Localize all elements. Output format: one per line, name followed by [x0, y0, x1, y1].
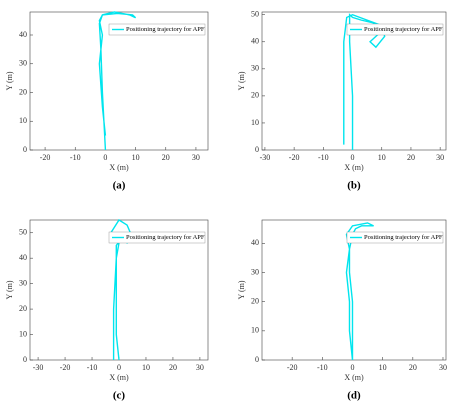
y-tick-label: 30 [19, 278, 27, 287]
y-tick-label: 0 [23, 145, 27, 154]
legend-label: Positioning trajectory for APF [364, 234, 443, 241]
y-tick-label: 10 [19, 116, 27, 125]
x-tick-label: 20 [409, 363, 417, 372]
y-tick-label: 40 [251, 238, 259, 247]
y-axis-label: Y (m) [5, 71, 14, 90]
x-tick-label: 30 [439, 363, 447, 372]
x-tick-label: -20 [40, 153, 51, 162]
x-tick-label: -20 [287, 363, 298, 372]
x-tick-label: -10 [318, 153, 329, 162]
y-tick-label: 10 [251, 118, 259, 127]
panel-caption: (c) [113, 390, 126, 402]
y-tick-label: 40 [19, 30, 27, 39]
panel-caption: (d) [347, 390, 361, 402]
x-axis-label: X (m) [109, 373, 129, 382]
y-tick-label: 50 [251, 10, 259, 19]
x-tick-label: -30 [33, 363, 44, 372]
x-tick-label: 30 [436, 153, 444, 162]
y-tick-label: 10 [251, 326, 259, 335]
plot-area [261, 219, 447, 361]
x-tick-label: -10 [317, 363, 328, 372]
trajectory [343, 13, 386, 150]
x-tick-label: 0 [350, 363, 354, 372]
y-tick-label: 0 [255, 145, 259, 154]
y-tick-label: 20 [251, 296, 259, 305]
x-tick-label: -20 [60, 363, 71, 372]
legend-label: Positioning trajectory for APF [364, 26, 443, 33]
y-tick-label: 40 [19, 253, 27, 262]
x-tick-label: -10 [87, 363, 98, 372]
legend-box [108, 23, 206, 36]
y-tick-label: 50 [19, 228, 27, 237]
trajectory [98, 11, 137, 151]
panel-caption: (a) [113, 180, 126, 192]
x-tick-label: 10 [379, 363, 387, 372]
x-tick-label: -30 [260, 153, 271, 162]
y-tick-label: 30 [19, 59, 27, 68]
y-tick-label: 40 [251, 37, 259, 46]
x-tick-label: 0 [351, 153, 355, 162]
legend-box [346, 23, 444, 36]
y-tick-label: 20 [19, 87, 27, 96]
x-tick-label: 10 [378, 153, 386, 162]
x-tick-label: 20 [407, 153, 415, 162]
y-axis-label: Y (m) [237, 71, 246, 90]
y-axis-label: Y (m) [237, 280, 246, 299]
x-tick-label: 10 [132, 153, 140, 162]
y-tick-label: 20 [251, 91, 259, 100]
legend-label: Positioning trajectory for APF [126, 234, 205, 241]
y-tick-label: 30 [251, 267, 259, 276]
x-tick-label: 0 [103, 153, 107, 162]
y-tick-label: 30 [251, 64, 259, 73]
x-tick-label: 10 [142, 363, 150, 372]
panel-caption: (b) [347, 180, 361, 192]
y-tick-label: 0 [23, 355, 27, 364]
y-tick-label: 10 [19, 329, 27, 338]
x-tick-label: -10 [70, 153, 81, 162]
x-tick-label: 20 [162, 153, 170, 162]
x-tick-label: 0 [117, 363, 121, 372]
legend-box [346, 231, 444, 244]
y-axis-label: Y (m) [5, 280, 14, 299]
x-axis-label: X (m) [344, 163, 364, 172]
x-tick-label: 30 [196, 363, 204, 372]
x-axis-label: X (m) [109, 163, 129, 172]
x-tick-label: -20 [289, 153, 300, 162]
x-tick-label: 30 [192, 153, 200, 162]
legend-label: Positioning trajectory for APF [126, 26, 205, 33]
y-tick-label: 20 [19, 304, 27, 313]
x-tick-label: 20 [169, 363, 177, 372]
y-tick-label: 0 [255, 355, 259, 364]
x-axis-label: X (m) [344, 373, 364, 382]
legend-box [108, 231, 206, 244]
trajectory [345, 222, 374, 361]
